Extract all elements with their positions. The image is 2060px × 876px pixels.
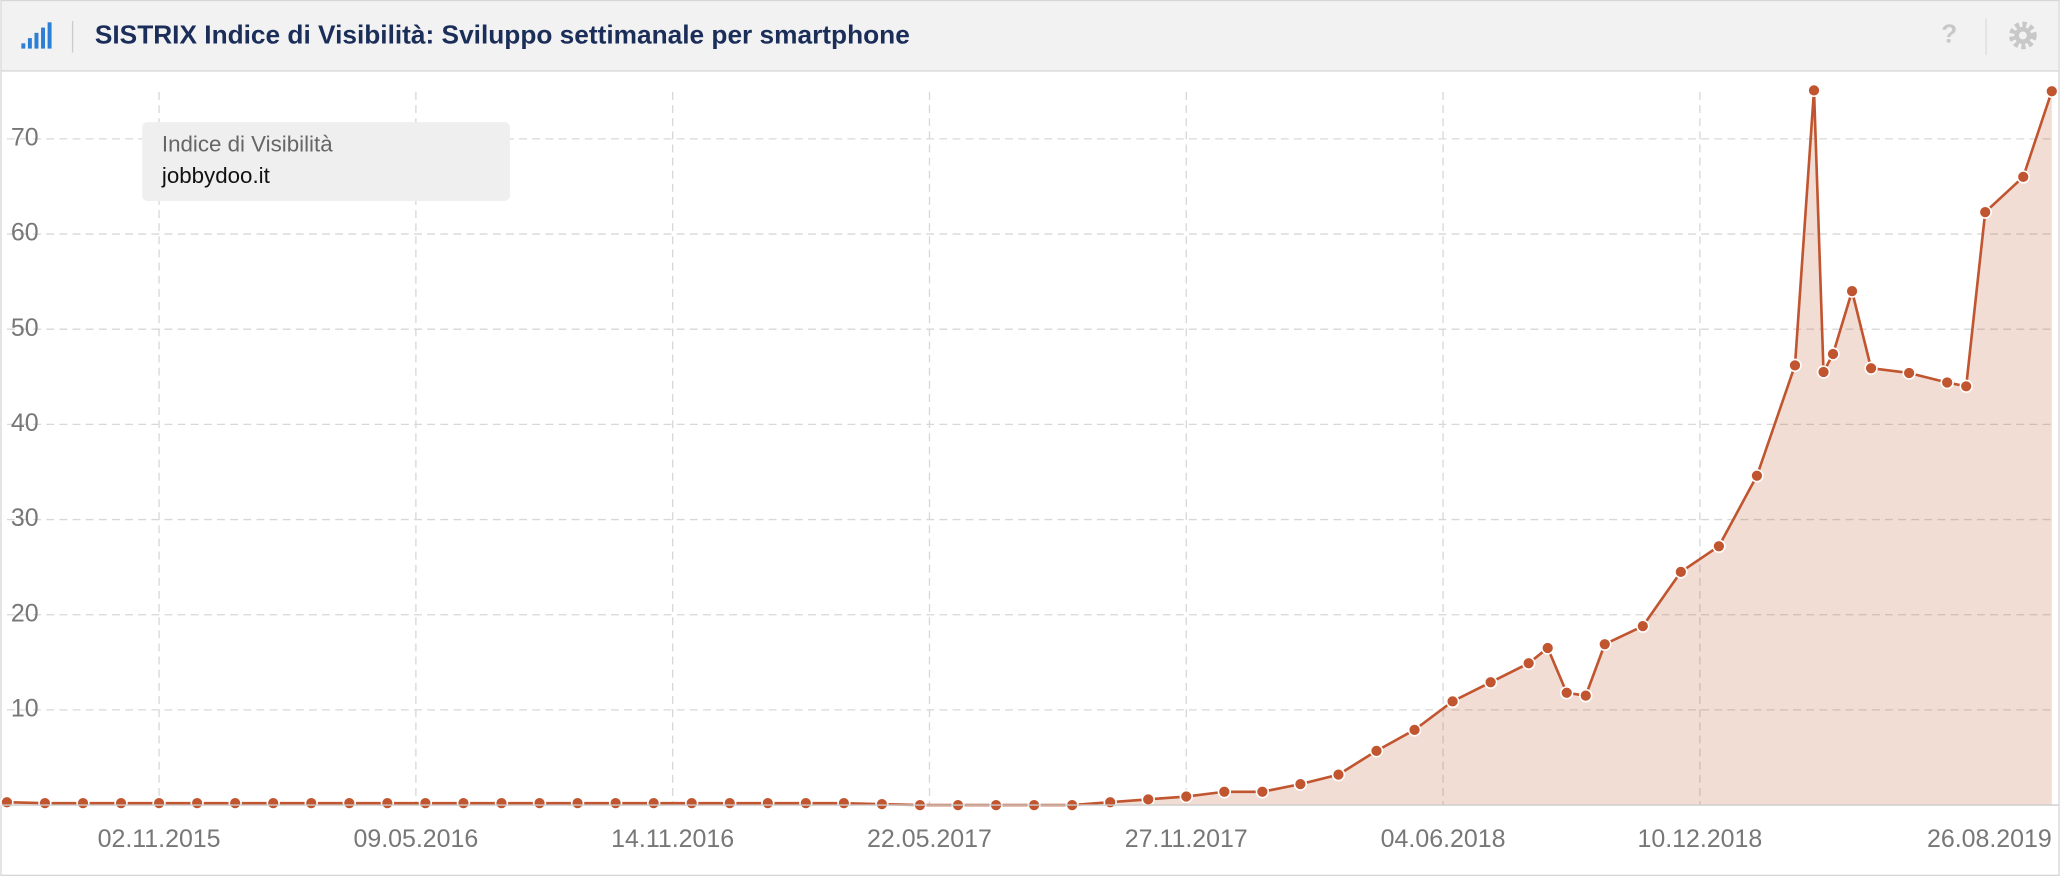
data-point [1788,358,1802,373]
x-tick-label: 14.11.2016 [611,825,734,853]
data-point [1179,789,1193,804]
header-title: SISTRIX Indice di Visibilità: Sviluppo s… [95,20,910,50]
y-tick-label: 60 [11,219,39,247]
data-point [152,796,166,810]
data-point [1816,365,1831,379]
data-point [723,796,737,810]
data-point [1959,379,1973,394]
data-point [1750,469,1764,483]
x-tick-label: 27.11.2017 [1125,825,1248,853]
data-point [418,796,433,810]
data-point [1636,619,1650,633]
data-point [266,796,280,810]
data-point [1217,785,1232,799]
data-point [1940,375,1954,390]
data-point [1978,205,1992,219]
data-point [380,796,395,810]
legend-title: Indice di Visibilità [162,132,333,157]
data-point [1103,795,1117,809]
data-point [1560,686,1574,700]
settings-button[interactable] [2009,21,2037,50]
x-tick-label: 02.11.2015 [98,825,221,853]
data-point [1331,767,1346,782]
data-point [114,796,128,810]
data-point [1807,83,1821,98]
data-point [1540,641,1555,655]
y-tick-label: 10 [11,694,39,722]
data-point [0,795,14,809]
data-point [799,796,813,810]
x-tick-label: 09.05.2016 [353,825,478,853]
x-tick-label: 10.12.2018 [1637,825,1762,853]
data-point [1141,792,1155,807]
data-point [1293,777,1308,791]
data-point [1445,694,1460,709]
x-tick-label: 22.05.2017 [867,825,992,853]
data-point [761,796,775,810]
data-point [875,797,889,811]
data-point [1369,744,1384,758]
data-point [1407,723,1422,737]
data-point [1598,637,1612,651]
data-point [532,796,547,810]
data-point [685,796,699,810]
data-point [2045,84,2059,98]
data-point [837,796,851,810]
data-point [1521,656,1536,670]
data-point [1579,688,1593,703]
bars-icon [21,22,52,49]
data-point [1255,785,1270,799]
data-point [38,796,52,810]
y-tick-label: 30 [11,504,39,532]
data-point [1674,565,1688,579]
data-point [608,796,623,810]
y-tick-label: 70 [11,123,39,151]
data-point [1902,366,1916,380]
data-point [1483,675,1498,690]
data-point [494,796,509,810]
data-point [76,796,90,810]
data-point [228,796,242,810]
data-point [2016,170,2030,184]
legend-box [142,122,510,201]
data-point [570,796,585,810]
data-point [1826,347,1840,361]
help-button[interactable]: ? [1941,18,1957,48]
legend-entry: jobbydoo.it [161,163,271,188]
y-tick-label: 50 [11,314,39,342]
y-tick-label: 20 [11,599,39,627]
x-tick-label: 26.08.2019 [1927,825,2052,853]
data-point [456,796,471,810]
data-point [342,796,357,810]
data-point [190,796,204,810]
data-point [1845,284,1859,298]
plot: 10 20 30 40 50 60 70 02.11.2015 09.05.2016 14.11.… [0,83,2059,853]
data-point [1864,361,1878,375]
data-point [1712,539,1726,553]
x-tick-label: 04.06.2018 [1381,825,1506,853]
area [6,90,2052,806]
data-point [646,796,661,810]
y-tick-label: 40 [11,409,39,437]
data-point [304,796,318,810]
header-bar [1,1,2059,71]
